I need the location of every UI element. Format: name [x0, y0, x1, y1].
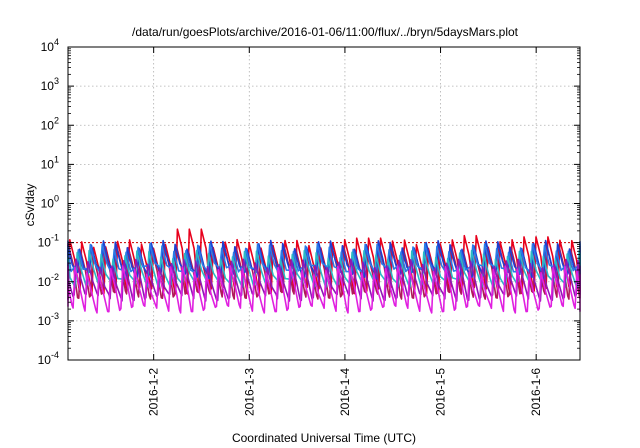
y-tick-label: 101: [41, 154, 59, 171]
y-tick-label: 102: [41, 115, 59, 132]
y-tick-label: 10-3: [38, 311, 59, 328]
y-tick-label: 104: [41, 37, 59, 54]
x-tick-label: 2016-1-6: [529, 368, 543, 416]
chart-title: /data/run/goesPlots/archive/2016-01-06/1…: [132, 25, 519, 39]
series-line-6: [67, 265, 581, 314]
series-group: [67, 228, 581, 314]
x-tick-label: 2016-1-3: [242, 368, 256, 416]
y-tick-label: 10-1: [38, 233, 59, 250]
x-tick-label: 2016-1-4: [338, 368, 352, 416]
plot-frame: [67, 46, 581, 361]
y-tick-label: 103: [41, 76, 59, 93]
x-axis-label: Coordinated Universal Time (UTC): [232, 431, 416, 445]
y-tick-label: 10-4: [38, 350, 59, 367]
x-tick-label: 2016-1-2: [147, 368, 161, 416]
y-tick-label: 100: [41, 194, 59, 211]
y-axis-label: cSv/day: [23, 184, 37, 227]
grid: [68, 46, 580, 361]
y-tick-label: 10-2: [38, 272, 59, 289]
x-tick-label: 2016-1-5: [434, 368, 448, 416]
axes: 10-4 10-3 10-2 10-1 100 101 102 103 104 2016-1-2 2…: [38, 37, 581, 416]
